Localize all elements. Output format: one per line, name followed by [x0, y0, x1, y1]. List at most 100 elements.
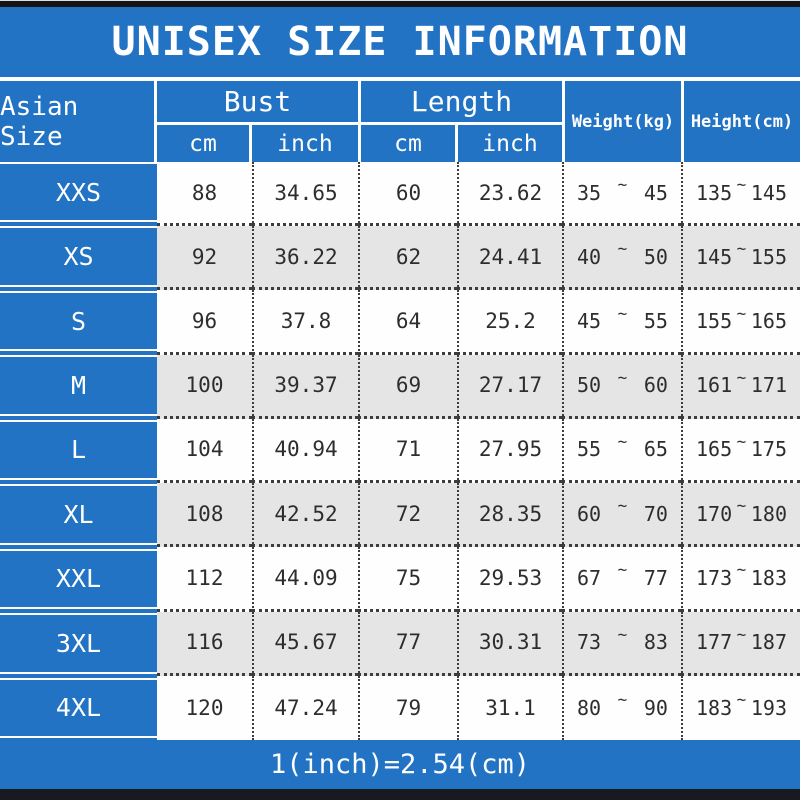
bust-cm-value: 96: [157, 290, 252, 355]
length-inch-value: 24.41: [457, 226, 562, 291]
row-header-xs: XS: [0, 226, 157, 287]
bust-cm-value: 104: [157, 418, 252, 484]
tilde-separator: ~: [736, 367, 747, 387]
col-header-bust-inch: inch: [277, 130, 333, 157]
row-header-s: S: [0, 290, 157, 352]
top-border-bar: [0, 0, 800, 7]
bust-cm-value: 88: [157, 162, 252, 227]
row-header-4xl: 4XL: [0, 677, 157, 738]
table-row: 108 42.52 72 28.35 60 ~70 170 ~180: [157, 483, 800, 548]
height-range: 183 ~193: [681, 675, 800, 740]
table-row: 92 36.22 62 24.41 40 ~50 145 ~155: [157, 226, 800, 291]
table-row: 112 44.09 75 29.53 67 ~77 173 ~183: [157, 547, 800, 612]
length-inch-value: 30.31: [457, 611, 562, 676]
bottom-border-bar: [0, 789, 800, 800]
tilde-separator: ~: [736, 175, 747, 195]
tilde-separator: ~: [736, 239, 747, 259]
bust-inch-value: 34.65: [252, 162, 358, 227]
title-bar: UNISEX SIZE INFORMATION: [0, 7, 800, 77]
length-inch-value: 27.17: [457, 354, 562, 419]
weight-range: 35 ~45: [562, 162, 681, 227]
col-group-length: Length cm inch: [358, 81, 562, 162]
length-inch-value: 31.1: [457, 675, 562, 740]
length-cm-value: 72: [358, 483, 457, 548]
height-range: 173 ~183: [681, 547, 800, 612]
tilde-separator: ~: [617, 624, 628, 644]
weight-range: 67 ~77: [562, 547, 681, 612]
row-header-3xl: 3XL: [0, 613, 157, 674]
row-header-xl: XL: [0, 484, 157, 545]
tilde-separator: ~: [617, 239, 628, 259]
bust-subheader-row: cm inch: [157, 125, 358, 162]
bust-inch-value: 44.09: [252, 547, 358, 612]
col-header-asian-size: Asian Size: [0, 81, 157, 162]
bust-cm-value: 108: [157, 483, 252, 548]
length-cm-value: 77: [358, 611, 457, 676]
table-body: XXS XS S M L XL XXL 3XL 4XL 88 34.65 60 …: [0, 162, 800, 740]
bust-inch-value: 42.52: [252, 483, 358, 548]
size-label-column: XXS XS S M L XL XXL 3XL 4XL: [0, 162, 157, 740]
weight-range: 50 ~60: [562, 354, 681, 419]
bust-inch-value: 37.8: [252, 290, 358, 355]
height-range: 145 ~155: [681, 226, 800, 291]
length-cm-value: 75: [358, 547, 457, 612]
table-row: 104 40.94 71 27.95 55 ~65 165 ~175: [157, 418, 800, 484]
tilde-separator: ~: [736, 560, 747, 580]
conversion-note: 1(inch)=2.54(cm): [269, 749, 531, 780]
length-cm-value: 62: [358, 226, 457, 291]
col-header-length: Length: [361, 81, 562, 125]
tilde-separator: ~: [617, 431, 628, 451]
tilde-separator: ~: [617, 303, 628, 323]
length-cm-value: 69: [358, 354, 457, 419]
bust-cm-value: 112: [157, 547, 252, 612]
bust-cm-value: 116: [157, 611, 252, 676]
col-header-length-inch: inch: [482, 130, 538, 157]
length-inch-value: 25.2: [457, 290, 562, 355]
table-row: 100 39.37 69 27.17 50 ~60 161 ~171: [157, 354, 800, 419]
col-group-bust: Bust cm inch: [157, 81, 358, 162]
bust-inch-value: 47.24: [252, 675, 358, 740]
height-range: 155 ~165: [681, 290, 800, 355]
table-header: Asian Size Bust cm inch Length cm inch W…: [0, 81, 800, 162]
length-inch-value: 27.95: [457, 418, 562, 484]
bust-inch-value: 45.67: [252, 611, 358, 676]
tilde-separator: ~: [736, 431, 747, 451]
tilde-separator: ~: [617, 496, 628, 516]
length-inch-value: 28.35: [457, 483, 562, 548]
row-header-xxl: XXL: [0, 548, 157, 610]
table-row: 96 37.8 64 25.2 45 ~55 155 ~165: [157, 290, 800, 355]
col-header-bust: Bust: [157, 81, 358, 125]
bust-cm-value: 92: [157, 226, 252, 291]
row-header-l: L: [0, 419, 157, 481]
table-row: 88 34.65 60 23.62 35 ~45 135 ~145: [157, 162, 800, 227]
data-grid: 88 34.65 60 23.62 35 ~45 135 ~145 92 36.22…: [157, 162, 800, 740]
weight-range: 73 ~83: [562, 611, 681, 676]
table-row: 116 45.67 77 30.31 73 ~83 177 ~187: [157, 611, 800, 676]
col-header-length-cm: cm: [361, 125, 458, 162]
weight-range: 55 ~65: [562, 418, 681, 484]
weight-range: 60 ~70: [562, 483, 681, 548]
weight-range: 80 ~90: [562, 675, 681, 740]
col-header-weight: Weight(kg): [562, 81, 681, 162]
length-cm-value: 64: [358, 290, 457, 355]
row-header-m: M: [0, 355, 157, 416]
height-range: 161 ~171: [681, 354, 800, 419]
tilde-separator: ~: [736, 624, 747, 644]
tilde-separator: ~: [736, 496, 747, 516]
length-inch-value: 23.62: [457, 162, 562, 227]
bust-inch-value: 40.94: [252, 418, 358, 484]
bust-inch-value: 39.37: [252, 354, 358, 419]
tilde-separator: ~: [617, 560, 628, 580]
tilde-separator: ~: [736, 303, 747, 323]
tilde-separator: ~: [617, 175, 628, 195]
height-range: 177 ~187: [681, 611, 800, 676]
title-divider-line: [0, 77, 800, 81]
row-header-xxs: XXS: [0, 162, 157, 223]
col-header-height: Height(cm): [681, 81, 800, 162]
height-range: 165 ~175: [681, 418, 800, 484]
table-row: 120 47.24 79 31.1 80 ~90 183 ~193: [157, 675, 800, 740]
footer-note-bar: 1(inch)=2.54(cm): [0, 740, 800, 789]
height-range: 170 ~180: [681, 483, 800, 548]
weight-range: 45 ~55: [562, 290, 681, 355]
